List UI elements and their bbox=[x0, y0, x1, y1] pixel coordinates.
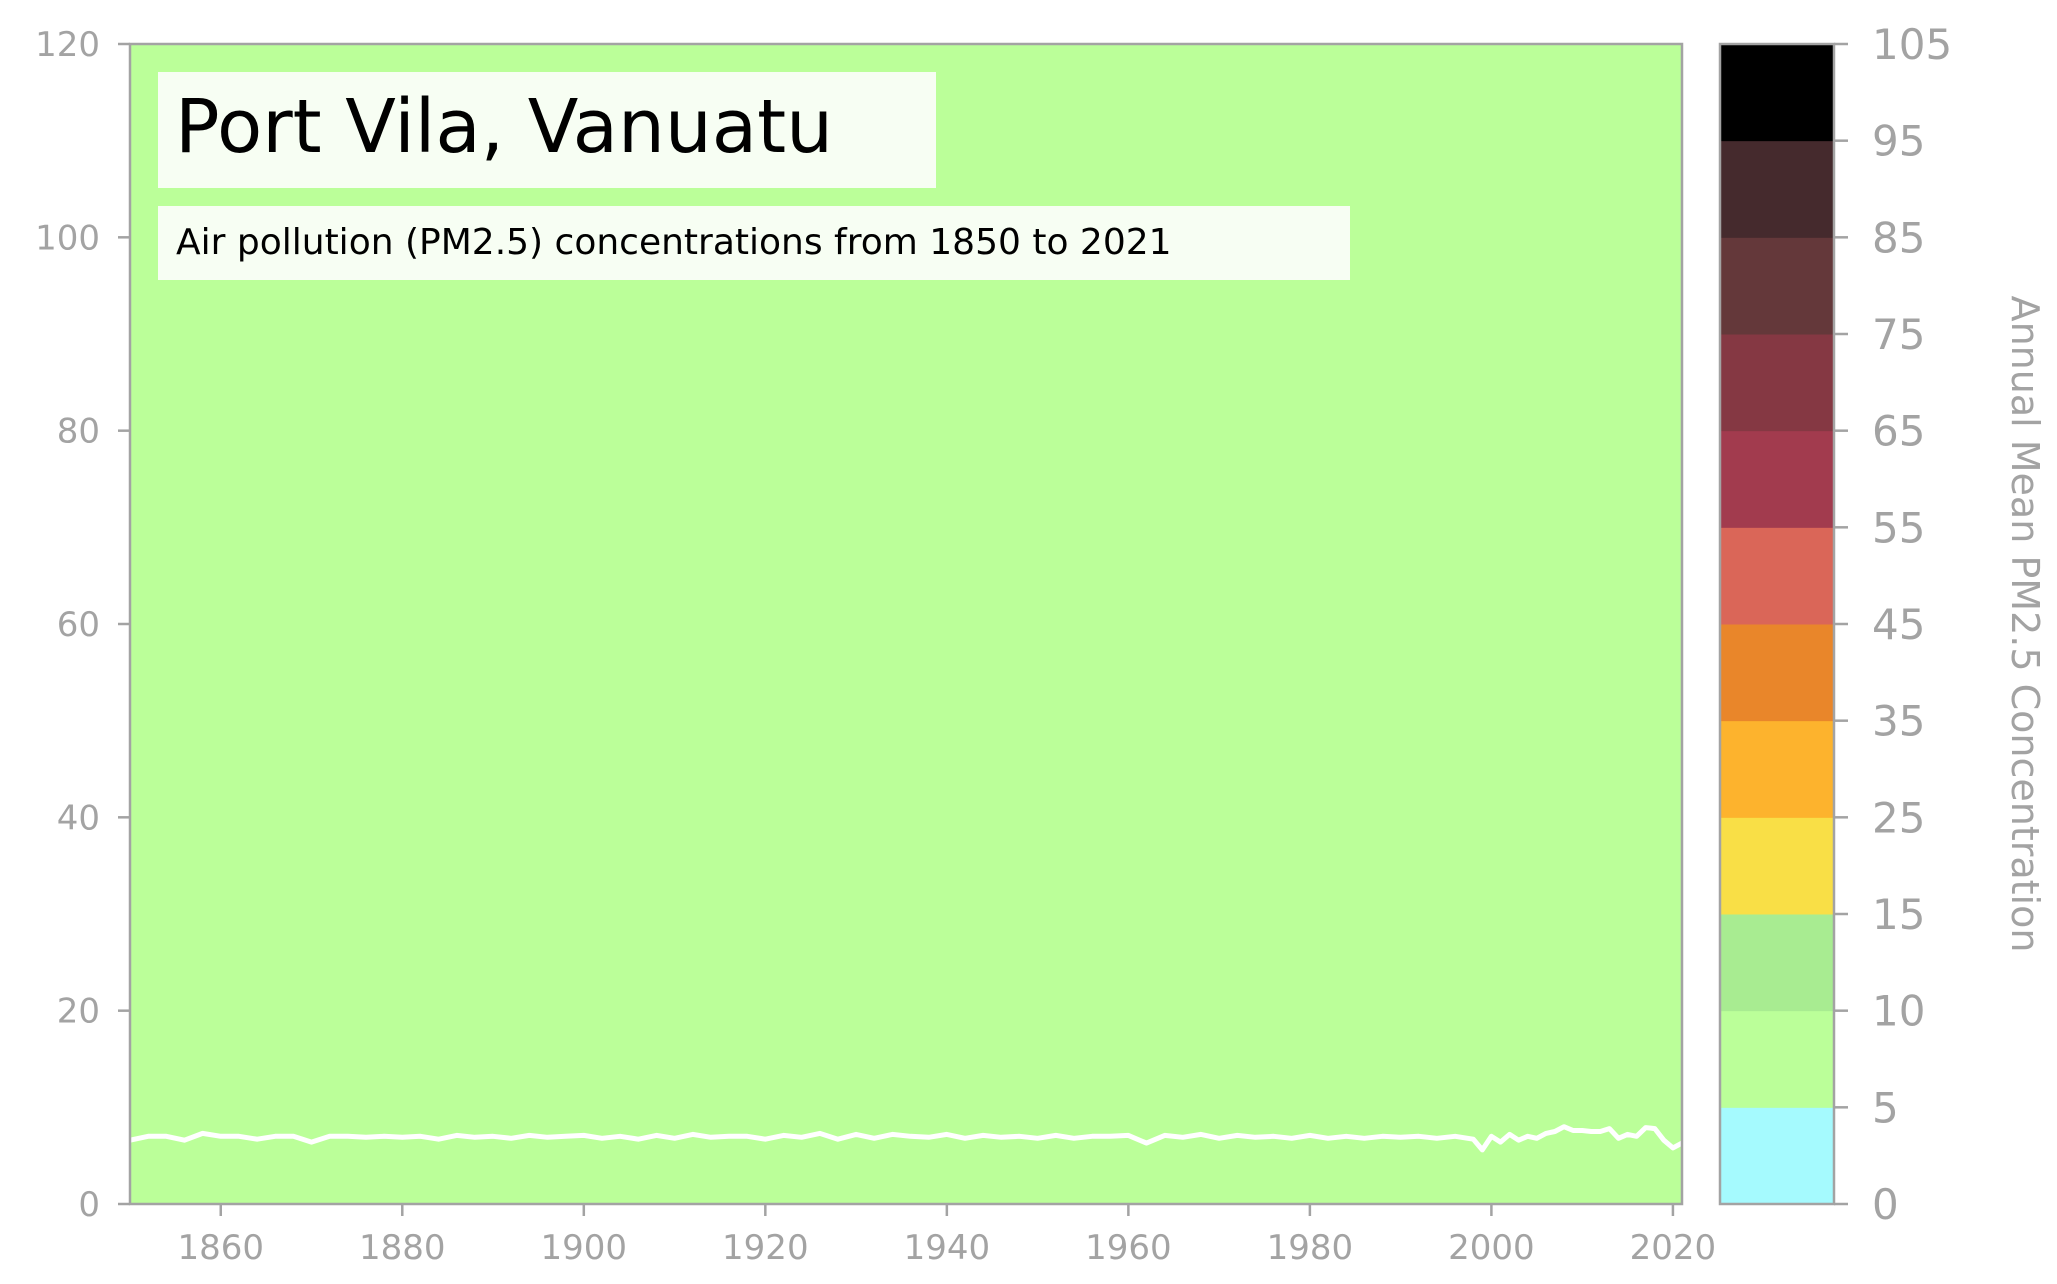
x-tick-label: 1860 bbox=[177, 1228, 264, 1268]
x-tick-label: 2000 bbox=[1448, 1228, 1535, 1268]
colorbar-band bbox=[1720, 624, 1834, 722]
x-tick-label: 1980 bbox=[1267, 1228, 1354, 1268]
x-tick-label: 2020 bbox=[1630, 1228, 1717, 1268]
colorbar-tick-label: 85 bbox=[1872, 213, 1925, 262]
colorbar-tick-label: 0 bbox=[1872, 1180, 1899, 1229]
title-box bbox=[158, 72, 936, 188]
y-tick-label: 40 bbox=[57, 798, 100, 838]
colorbar-tick-label: 45 bbox=[1872, 600, 1925, 649]
colorbar-band bbox=[1720, 430, 1834, 528]
series-line-0 bbox=[127, 1124, 1685, 1153]
y-tick-label: 20 bbox=[57, 992, 100, 1032]
colorbar-band bbox=[1720, 817, 1834, 915]
y-tick-label: 0 bbox=[78, 1185, 100, 1225]
colorbar-tick-label: 105 bbox=[1872, 20, 1952, 69]
colorbar-tick-label: 10 bbox=[1872, 987, 1925, 1036]
chart-title: Port Vila, Vanuatu bbox=[175, 84, 833, 170]
x-tick-label: 1880 bbox=[359, 1228, 446, 1268]
subtitle-box bbox=[158, 206, 1350, 280]
x-axis: 1860 1880 1900 1920 1940 1960 1980 2000 2020 bbox=[177, 1204, 1716, 1268]
colorbar bbox=[1720, 44, 1834, 1205]
colorbar-band bbox=[1720, 237, 1834, 335]
colorbar-label: Annual Mean PM2.5 Concentration bbox=[2003, 296, 2047, 953]
colorbar-tick-label: 55 bbox=[1872, 503, 1925, 552]
x-tick-label: 1920 bbox=[722, 1228, 809, 1268]
y-tick-label: 60 bbox=[57, 605, 100, 645]
colorbar-band bbox=[1720, 334, 1834, 432]
colorbar-tick-label: 65 bbox=[1872, 407, 1925, 456]
colorbar-ticks: 0 5 10 15 25 35 45 55 65 75 85 95 105 bbox=[1834, 20, 1952, 1229]
colorbar-band bbox=[1720, 44, 1834, 142]
colorbar-tick-label: 35 bbox=[1872, 697, 1925, 746]
colorbar-band bbox=[1720, 140, 1834, 238]
colorbar-band bbox=[1720, 1107, 1834, 1205]
x-tick-label: 1960 bbox=[1085, 1228, 1172, 1268]
y-tick-label: 100 bbox=[35, 218, 100, 258]
colorbar-band bbox=[1720, 1010, 1834, 1108]
colorbar-band bbox=[1720, 720, 1834, 818]
series-layer bbox=[127, 1124, 1685, 1153]
y-tick-label: 80 bbox=[57, 412, 100, 452]
chart-subtitle: Air pollution (PM2.5) concentrations fro… bbox=[176, 222, 1172, 263]
colorbar-band bbox=[1720, 527, 1834, 625]
colorbar-tick-label: 25 bbox=[1872, 793, 1925, 842]
colorbar-tick-label: 75 bbox=[1872, 310, 1925, 359]
colorbar-band bbox=[1720, 914, 1834, 1012]
x-tick-label: 1900 bbox=[541, 1228, 628, 1268]
y-tick-label: 120 bbox=[35, 25, 100, 65]
y-axis: 0 20 40 60 80 100 120 bbox=[35, 25, 130, 1225]
colorbar-tick-label: 5 bbox=[1872, 1083, 1899, 1132]
colorbar-tick-label: 15 bbox=[1872, 890, 1925, 939]
x-tick-label: 1940 bbox=[904, 1228, 991, 1268]
colorbar-tick-label: 95 bbox=[1872, 117, 1925, 166]
